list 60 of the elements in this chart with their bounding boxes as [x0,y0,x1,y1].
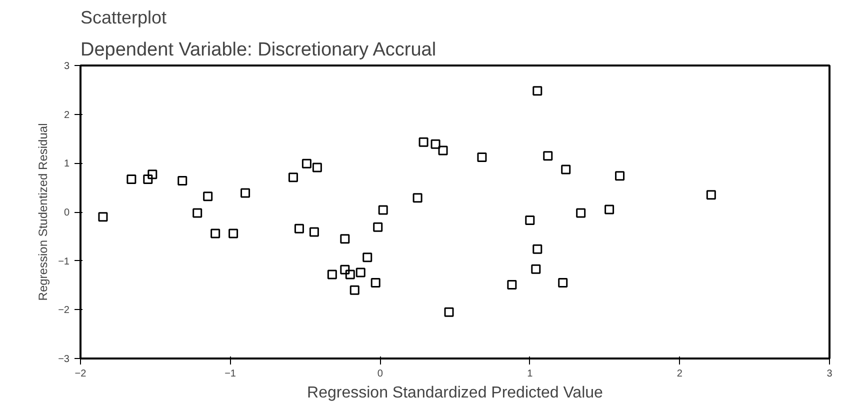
y-tick-label: 3 [64,61,70,72]
chart-title: Scatterplot [80,8,167,28]
x-axis-title: Regression Standardized Predicted Value [307,384,604,402]
y-tick-label: 1 [64,158,70,170]
point [148,170,158,180]
y-tick-label: 0 [64,208,70,218]
point [438,146,448,156]
y-axis-title: Regression Studentized Residual [36,123,50,301]
x-tick-label: 2 [676,368,683,380]
x-tick-label: 3 [826,368,833,380]
point [418,137,428,147]
point [561,164,571,174]
point [477,152,487,162]
point [126,174,136,184]
point [615,171,625,181]
y-tick-label: −1 [58,256,70,268]
point [604,204,614,214]
point [203,192,213,202]
point [302,158,312,168]
chart-subtitle: Dependent Variable: Discretionary Accrual [80,40,436,60]
x-tick-label: −1 [224,368,236,380]
point [350,285,360,295]
point [340,264,350,274]
y-tick-label: −3 [58,354,70,365]
point [98,212,108,222]
point [444,307,454,317]
point [558,278,568,288]
point [312,162,322,172]
point [228,228,238,238]
point [356,268,366,278]
x-tick-label: 0 [377,368,384,380]
point [412,193,422,203]
point [178,176,188,186]
point [531,264,541,274]
point [543,151,553,161]
point [240,188,250,198]
point [430,139,440,149]
point [525,216,535,226]
point [210,228,220,238]
point [192,208,202,218]
point [327,270,337,280]
point [507,280,517,290]
point [294,224,304,234]
point [288,172,298,182]
y-tick-label: −2 [58,305,70,316]
x-tick-label: 1 [527,368,534,380]
point [362,252,372,262]
point [370,278,380,288]
point [309,227,319,237]
point [532,244,542,254]
point [340,234,350,244]
x-tick-label: −2 [74,368,87,380]
point [345,270,355,280]
point [576,208,586,218]
point [706,190,716,200]
point [143,174,153,184]
point [532,86,542,96]
point [378,205,388,215]
y-tick-label: 2 [64,110,70,121]
point [373,222,383,232]
